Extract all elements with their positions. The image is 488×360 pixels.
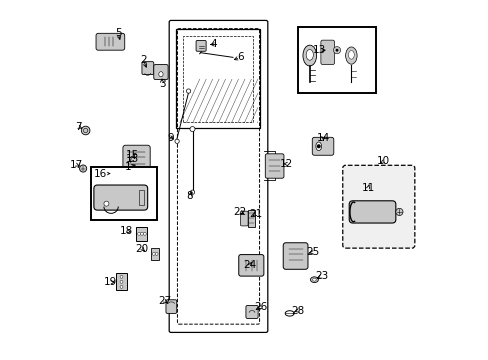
FancyBboxPatch shape <box>320 40 334 64</box>
FancyBboxPatch shape <box>153 64 168 80</box>
Text: 20: 20 <box>136 244 148 254</box>
Circle shape <box>120 280 122 283</box>
Circle shape <box>316 144 320 148</box>
Text: 16: 16 <box>93 168 106 179</box>
Circle shape <box>80 165 86 172</box>
Circle shape <box>333 46 340 54</box>
Text: 2: 2 <box>140 55 146 65</box>
Text: 17: 17 <box>70 160 83 170</box>
Ellipse shape <box>310 277 318 283</box>
Text: 28: 28 <box>290 306 304 316</box>
Circle shape <box>140 232 143 235</box>
Ellipse shape <box>305 49 313 60</box>
Bar <box>129 176 134 181</box>
FancyBboxPatch shape <box>196 41 206 51</box>
Text: 23: 23 <box>314 271 327 281</box>
Circle shape <box>190 190 194 194</box>
Text: 6: 6 <box>236 52 243 62</box>
Bar <box>183 36 253 122</box>
Ellipse shape <box>312 278 316 281</box>
Bar <box>297 27 375 93</box>
FancyBboxPatch shape <box>94 185 147 210</box>
Circle shape <box>395 208 402 216</box>
FancyBboxPatch shape <box>238 255 264 276</box>
Bar <box>151 248 159 260</box>
Circle shape <box>120 285 122 288</box>
FancyBboxPatch shape <box>265 154 284 178</box>
Circle shape <box>120 275 122 278</box>
Text: 15: 15 <box>126 150 139 160</box>
Text: 10: 10 <box>376 156 389 166</box>
Circle shape <box>335 49 338 51</box>
Ellipse shape <box>345 47 356 64</box>
Text: 26: 26 <box>253 302 267 312</box>
Circle shape <box>137 232 140 235</box>
Text: 25: 25 <box>305 247 319 257</box>
Bar <box>247 210 254 227</box>
FancyBboxPatch shape <box>283 243 307 269</box>
Text: 18: 18 <box>120 226 133 236</box>
FancyBboxPatch shape <box>122 145 150 180</box>
Ellipse shape <box>159 72 163 77</box>
FancyBboxPatch shape <box>312 137 333 155</box>
FancyBboxPatch shape <box>245 306 258 319</box>
FancyBboxPatch shape <box>240 211 247 226</box>
Circle shape <box>155 252 158 255</box>
Text: 22: 22 <box>233 207 246 217</box>
Bar <box>139 176 144 181</box>
Bar <box>139 190 144 205</box>
Circle shape <box>190 127 195 132</box>
Text: 9: 9 <box>167 133 174 143</box>
Text: 27: 27 <box>158 296 171 306</box>
Bar <box>176 30 259 128</box>
Bar <box>116 273 126 291</box>
Text: 5: 5 <box>115 28 122 38</box>
FancyBboxPatch shape <box>165 300 176 314</box>
Text: 4: 4 <box>210 40 217 49</box>
Circle shape <box>104 201 109 206</box>
Text: 21: 21 <box>249 209 262 219</box>
Text: 3: 3 <box>159 79 165 89</box>
Circle shape <box>186 89 190 93</box>
Circle shape <box>175 139 179 143</box>
Circle shape <box>143 232 146 235</box>
FancyBboxPatch shape <box>96 33 124 50</box>
Bar <box>91 167 157 220</box>
Ellipse shape <box>348 50 353 59</box>
Text: 12: 12 <box>280 159 293 169</box>
Circle shape <box>81 126 90 135</box>
FancyBboxPatch shape <box>342 165 414 248</box>
Text: 13: 13 <box>312 45 326 55</box>
Text: 19: 19 <box>103 277 117 287</box>
FancyBboxPatch shape <box>142 62 153 75</box>
Bar <box>136 226 147 241</box>
Ellipse shape <box>315 142 321 150</box>
Text: 7: 7 <box>75 122 82 132</box>
Text: 14: 14 <box>316 133 329 143</box>
Text: 11: 11 <box>361 183 374 193</box>
Text: 15: 15 <box>126 154 139 164</box>
Ellipse shape <box>303 45 316 66</box>
FancyBboxPatch shape <box>348 201 395 223</box>
Text: 8: 8 <box>186 191 193 201</box>
Circle shape <box>152 252 155 255</box>
Text: 1: 1 <box>124 162 131 172</box>
Text: 24: 24 <box>243 260 256 270</box>
